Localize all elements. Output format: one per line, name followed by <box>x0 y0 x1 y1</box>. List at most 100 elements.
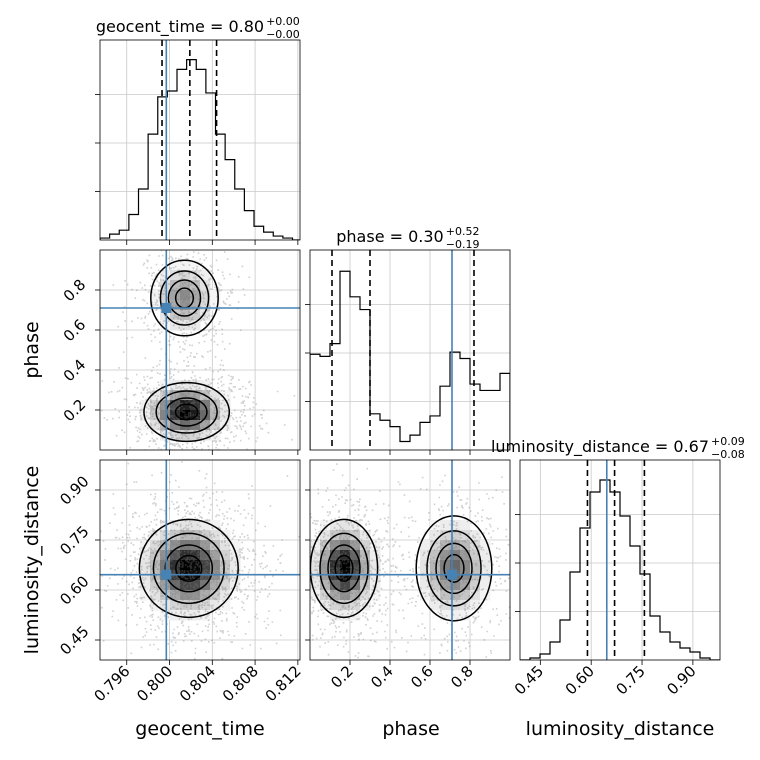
panel-phase-vs-luminosity-distance-density-cell <box>440 520 451 531</box>
hist-luminosity-distance-tick-label-x: 0.90 <box>663 662 699 698</box>
panel-geocent-time-vs-luminosity-distance-tick-label-x: 0.796 <box>90 662 133 705</box>
panel-phase-vs-luminosity-distance-density-cell <box>320 600 331 611</box>
panel-geocent-time-vs-luminosity-distance-density-cell <box>190 610 201 621</box>
panel-phase-vs-luminosity-distance-density-cell <box>360 590 371 601</box>
panel-geocent-time-vs-phase-density-cell <box>170 410 181 421</box>
panel-phase-vs-luminosity-distance-density-cell <box>480 580 491 591</box>
panel-geocent-time-vs-luminosity-distance-density-cell <box>220 560 231 571</box>
panel-geocent-time-vs-phase-density-cell <box>210 410 221 421</box>
panel-geocent-time-vs-phase-density-cell <box>170 260 181 271</box>
panel-geocent-time-vs-luminosity-distance-density-cell <box>150 540 161 551</box>
panel-geocent-time-vs-luminosity-distance-density-cell <box>180 530 191 541</box>
panel-geocent-time-vs-phase-truth-marker <box>161 303 172 313</box>
panel-geocent-time-vs-luminosity-distance-density-cell <box>200 560 211 571</box>
panel-geocent-time-vs-luminosity-distance-density-cell <box>170 560 181 571</box>
panel-phase-vs-luminosity-distance-density-cell <box>420 590 431 601</box>
panel-geocent-time-vs-phase-density-cell <box>180 400 191 411</box>
panel-phase-vs-luminosity-distance-density-cell <box>480 560 491 571</box>
hist-luminosity-distance-title-minus: −0.08 <box>711 448 745 461</box>
panel-geocent-time-vs-phase-density-cell <box>200 430 211 441</box>
panel-phase-vs-luminosity-distance-density-cell <box>440 600 451 611</box>
panel-geocent-time-vs-phase-density-cell <box>180 280 191 291</box>
panel-phase-vs-luminosity-distance-density-cell <box>370 560 381 571</box>
panel-phase-vs-luminosity-distance-tick-label-x: 0.2 <box>327 662 357 692</box>
panel-geocent-time-vs-phase-tick-label-y: 0.4 <box>60 356 90 386</box>
panel-geocent-time-vs-luminosity-distance-density-cell <box>190 580 201 591</box>
panel-phase-vs-luminosity-distance-density-cell <box>350 550 361 561</box>
panel-geocent-time-vs-luminosity-distance-tick-label-x: 0.804 <box>176 662 219 705</box>
panel-phase-vs-luminosity-distance-contour <box>327 544 361 593</box>
panel-phase-vs-luminosity-distance-density-cell <box>480 550 491 561</box>
panel-phase-vs-luminosity-distance-density-cell <box>320 530 331 541</box>
panel-phase-vs-luminosity-distance-density-cell <box>420 580 431 591</box>
x-axis-label-phase: phase <box>382 718 439 740</box>
panel-phase-vs-luminosity-distance-density-cell <box>470 600 481 611</box>
panel-geocent-time-vs-luminosity-distance-density-cell <box>210 520 221 531</box>
panel-phase-vs-luminosity-distance-density-cell <box>370 590 381 601</box>
panel-phase-vs-luminosity-distance-density-cell <box>340 530 351 541</box>
panel-geocent-time-vs-phase-density-cell <box>150 390 161 401</box>
panel-phase-vs-luminosity-distance-density-cell <box>340 580 351 591</box>
panel-phase-vs-luminosity-distance-density-cell <box>430 580 441 591</box>
panel-geocent-time-vs-luminosity-distance-density-cell <box>220 540 231 551</box>
panel-geocent-time-vs-luminosity-distance-density-cell <box>190 530 201 541</box>
panel-phase-vs-luminosity-distance-density-cell <box>450 590 461 601</box>
panel-phase-vs-luminosity-distance-density-cell <box>450 610 461 621</box>
panel-phase-vs-luminosity-distance-density-cell <box>320 590 331 601</box>
panel-phase-vs-luminosity-distance-density-cell <box>450 560 461 571</box>
panel-geocent-time-vs-phase-density-cell <box>140 420 151 431</box>
panel-phase-vs-luminosity-distance-density-cell <box>360 550 371 561</box>
panel-geocent-time-vs-luminosity-distance-density-cell <box>210 580 221 591</box>
panel-geocent-time-vs-luminosity-distance-density-cell <box>150 580 161 591</box>
panel-phase-vs-luminosity-distance-density-cell <box>310 550 321 561</box>
panel-phase-vs-luminosity-distance-density-cell <box>430 530 441 541</box>
panel-phase-vs-luminosity-distance-density-cell <box>480 540 491 551</box>
panel-phase-vs-luminosity-distance-density-cell <box>420 540 431 551</box>
panel-phase-vs-luminosity-distance-density-cell <box>420 560 431 571</box>
panel-phase-vs-luminosity-distance-density-cell <box>450 540 461 551</box>
panel-phase-vs-luminosity-distance-contours <box>310 515 493 622</box>
panel-geocent-time-vs-luminosity-distance-truth-marker <box>161 569 172 580</box>
panel-phase-vs-luminosity-distance-density-cell <box>360 530 371 541</box>
panel-geocent-time-vs-phase-contour <box>159 270 210 326</box>
hist-phase: phase = 0.30 +0.52−0.19 <box>305 225 511 455</box>
panel-geocent-time-vs-phase-density-cell <box>180 300 191 311</box>
panel-phase-vs-luminosity-distance-truth-marker <box>447 569 457 580</box>
panel-phase-vs-luminosity-distance-density-cell <box>370 540 381 551</box>
panel-geocent-time-vs-luminosity-distance-density-cell <box>200 590 211 601</box>
panel-geocent-time-vs-phase: 0.2 0.4 0.6 0.8 <box>60 249 301 455</box>
panel-geocent-time-vs-luminosity-distance-contours <box>138 518 239 619</box>
panel-phase-vs-luminosity-distance-density-cell <box>360 560 371 571</box>
panel-phase-vs-luminosity-distance-density-cell <box>320 560 331 571</box>
panel-phase-vs-luminosity-distance-density-cell <box>430 520 441 531</box>
panel-geocent-time-vs-phase-density-cell <box>160 420 171 431</box>
panel-geocent-time-vs-phase-density-cell <box>190 260 201 271</box>
panel-geocent-time-vs-luminosity-distance-density-cell <box>150 530 161 541</box>
panel-geocent-time-vs-luminosity-distance-density-cell <box>200 600 211 611</box>
panel-phase-vs-luminosity-distance-density-cell <box>450 580 461 591</box>
panel-geocent-time-vs-phase-density-cell <box>150 290 161 301</box>
panel-phase-vs-luminosity-distance-density-cell <box>350 520 361 531</box>
panel-phase-vs-luminosity-distance-contour <box>334 554 354 582</box>
panel-phase-vs-luminosity-distance-density-cell <box>350 530 361 541</box>
panel-geocent-time-vs-luminosity-distance-density-cell <box>190 600 201 611</box>
panel-geocent-time-vs-phase-density-cell <box>170 430 181 441</box>
panel-phase-vs-luminosity-distance-density-cell <box>460 530 471 541</box>
panel-phase-vs-luminosity-distance-density-cell <box>430 600 441 611</box>
hist-geocent-time-title-plus: +0.00 <box>266 15 300 28</box>
panel-phase-vs-luminosity-distance-density-cell <box>440 550 451 561</box>
panel-geocent-time-vs-luminosity-distance-contour <box>175 554 203 582</box>
panel-phase-vs-luminosity-distance-density-cell <box>330 590 341 601</box>
panel-geocent-time-vs-phase-density-cell <box>180 260 191 271</box>
hist-phase-title-minus: −0.19 <box>446 238 480 251</box>
panel-phase-vs-luminosity-distance-density-cell <box>470 560 481 571</box>
hist-geocent-time-title-minus: −0.00 <box>266 28 300 41</box>
panel-geocent-time-vs-luminosity-distance-density-cell <box>200 530 211 541</box>
panel-geocent-time-vs-phase-density-cell <box>160 430 171 441</box>
panel-geocent-time-vs-phase-density-cell <box>160 320 171 331</box>
panel-geocent-time-vs-luminosity-distance-density-cell <box>140 590 151 601</box>
panel-geocent-time-vs-luminosity-distance-density-cell <box>200 520 211 531</box>
panel-geocent-time-vs-phase-density-cell <box>190 430 201 441</box>
panel-phase-vs-luminosity-distance-density-cell <box>320 550 331 561</box>
panel-phase-vs-luminosity-distance-density-cell <box>350 590 361 601</box>
